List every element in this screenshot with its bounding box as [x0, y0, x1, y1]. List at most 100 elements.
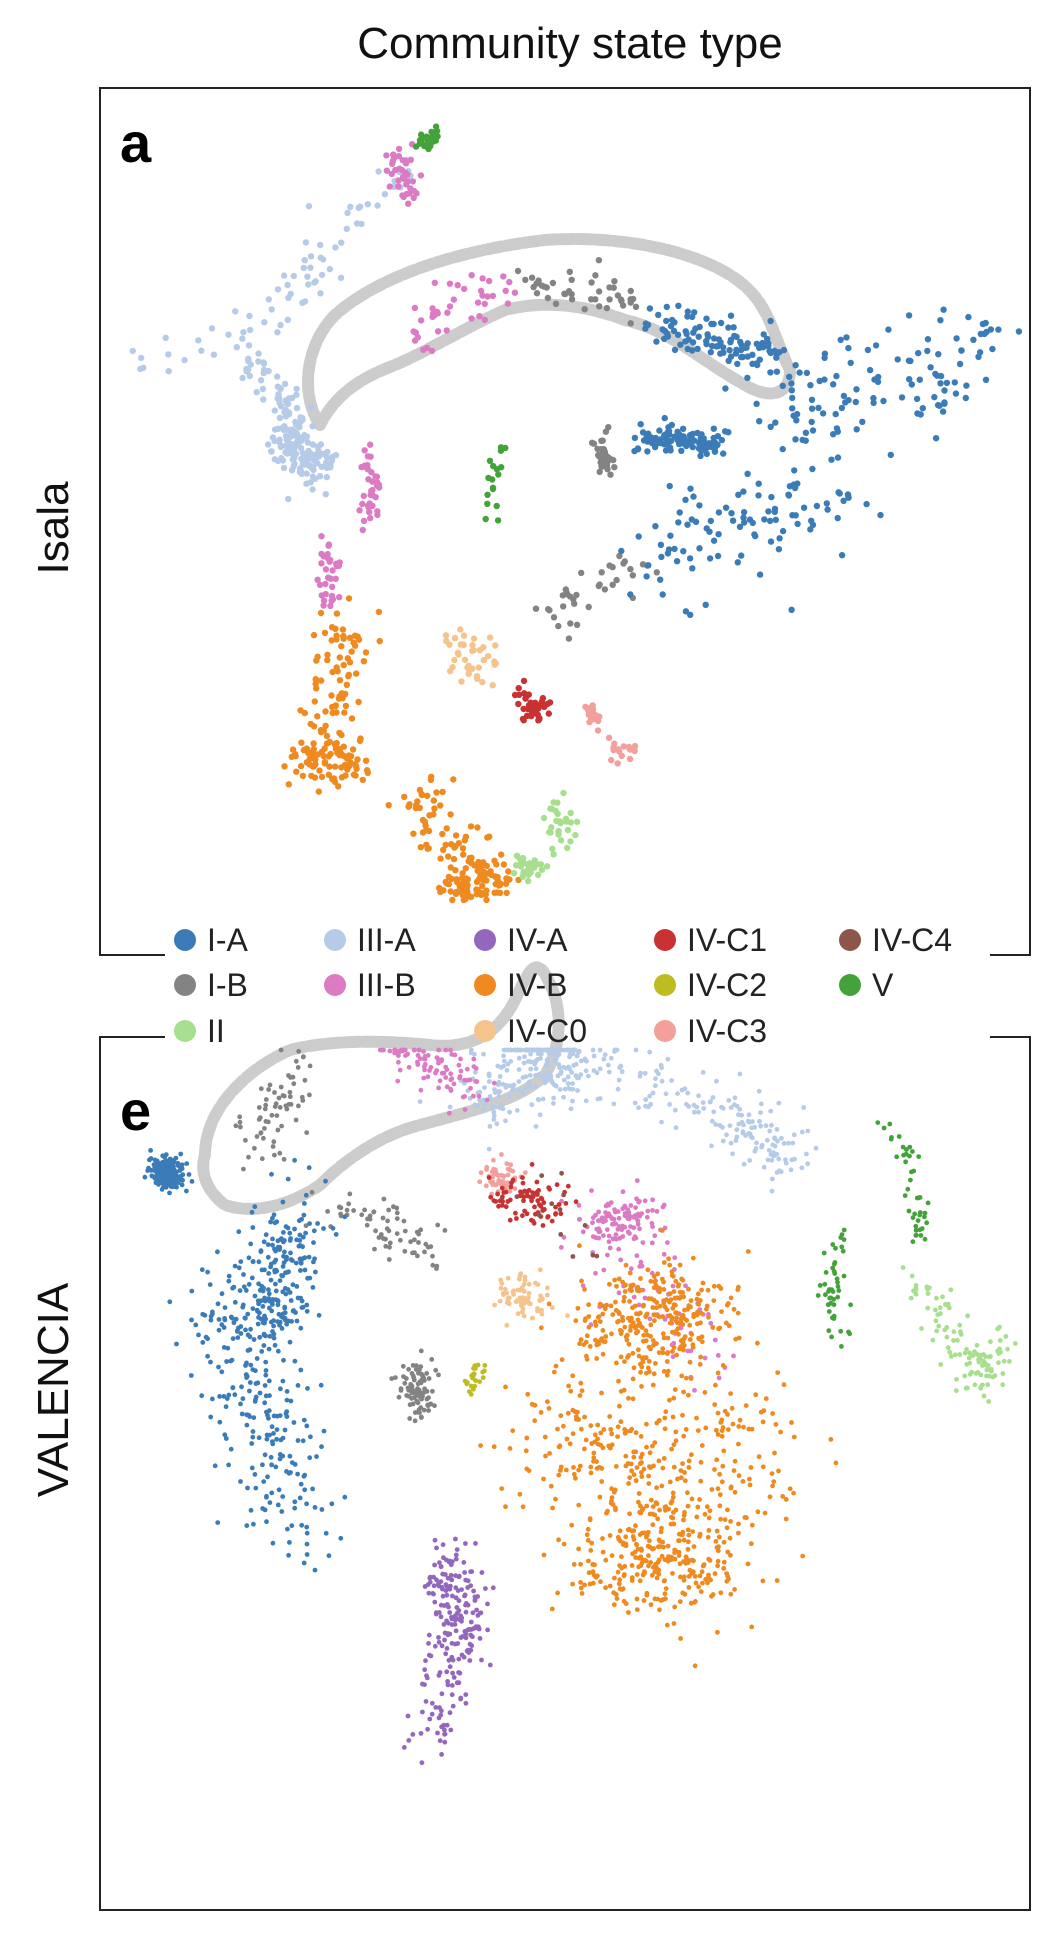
scatter-point-iv-b [450, 776, 457, 783]
scatter-point-iv-b [736, 1530, 741, 1536]
scatter-point-i-a [756, 418, 763, 425]
scatter-point-iii-a [646, 1104, 651, 1110]
scatter-point-iv-b [437, 888, 444, 896]
scatter-point-i-b [256, 1117, 262, 1122]
scatter-point-iv-c3 [508, 1162, 514, 1168]
scatter-point-iii-a [752, 1124, 757, 1130]
scatter-point-ii [1005, 1346, 1010, 1352]
scatter-point-iv-b [630, 1396, 636, 1402]
scatter-point-i-a [271, 1335, 277, 1341]
scatter-point-iv-b [297, 762, 305, 770]
scatter-point-i-a [653, 338, 660, 345]
scatter-point-i-a [658, 553, 665, 561]
scatter-point-iv-b [310, 631, 318, 639]
scatter-point-i-a [268, 1261, 274, 1267]
scatter-point-iv-b [635, 1317, 641, 1323]
scatter-point-i-a [738, 353, 745, 361]
scatter-point-iv-c3 [631, 747, 638, 755]
scatter-point-i-b [426, 1408, 431, 1413]
scatter-point-iv-a [450, 1670, 455, 1676]
scatter-point-iii-a [606, 1062, 611, 1068]
scatter-point-iii-a [274, 329, 281, 336]
scatter-point-iv-b [584, 1532, 590, 1538]
scatter-point-iii-a [521, 1060, 527, 1066]
scatter-point-iv-b [524, 1435, 530, 1441]
scatter-point-iv-b [595, 1315, 601, 1320]
scatter-point-i-b [419, 1396, 424, 1402]
scatter-point-iii-a [491, 1109, 497, 1115]
scatter-point-i-a [154, 1160, 159, 1165]
scatter-point-iii-a [513, 1047, 519, 1053]
scatter-point-i-a [272, 1342, 278, 1348]
scatter-point-iii-a [527, 1073, 533, 1078]
scatter-point-i-a [301, 1473, 307, 1479]
scatter-point-iii-b [603, 1203, 609, 1209]
scatter-point-i-b [296, 1048, 302, 1054]
scatter-point-i-a [680, 548, 687, 555]
scatter-point-i-a [821, 354, 828, 361]
scatter-point-iii-a [555, 1073, 561, 1079]
scatter-point-iv-c0 [537, 1267, 543, 1273]
scatter-point-i-a [263, 1232, 269, 1238]
scatter-point-iv-b [686, 1286, 691, 1292]
scatter-point-iv-b [525, 1391, 531, 1397]
scatter-point-iv-b [491, 889, 498, 896]
scatter-point-i-a [662, 447, 670, 454]
scatter-point-i-a [819, 410, 827, 417]
scatter-point-iv-b [717, 1325, 723, 1331]
scatter-point-iv-a [456, 1608, 462, 1613]
scatter-point-iii-a [240, 329, 247, 336]
scatter-point-i-a [276, 1487, 282, 1493]
scatter-point-iii-b [332, 575, 339, 582]
scatter-point-iii-b [637, 1226, 642, 1232]
scatter-point-i-a [299, 1522, 305, 1528]
scatter-point-iii-a [714, 1078, 719, 1084]
scatter-point-iv-b [672, 1387, 678, 1392]
scatter-point-iv-b [713, 1427, 719, 1433]
scatter-point-iii-a [482, 1085, 487, 1090]
scatter-point-iv-b [445, 853, 452, 860]
scatter-point-i-a [274, 1268, 280, 1274]
scatter-point-iv-b [646, 1359, 652, 1364]
scatter-point-iii-b [448, 1047, 453, 1053]
scatter-point-iv-b [772, 1450, 777, 1456]
scatter-point-v [910, 1215, 916, 1220]
scatter-point-iv-b [745, 1561, 751, 1567]
scatter-point-iv-b [694, 1415, 699, 1421]
scatter-point-iv-a [487, 1662, 493, 1668]
scatter-point-iv-b [597, 1464, 602, 1470]
scatter-point-iv-b [633, 1325, 638, 1331]
scatter-point-iv-b [715, 1563, 720, 1569]
scatter-point-iii-b [448, 1086, 453, 1092]
scatter-point-v [493, 502, 500, 510]
scatter-point-ii [962, 1350, 968, 1356]
scatter-point-iv-a [464, 1648, 470, 1654]
scatter-point-v [896, 1134, 902, 1139]
scatter-point-iii-b [613, 1236, 619, 1242]
scatter-point-iv-c1 [529, 1162, 535, 1167]
scatter-point-iv-b [587, 1516, 593, 1521]
scatter-point-iii-b [417, 1047, 422, 1053]
scatter-point-iii-a [275, 384, 283, 391]
scatter-point-i-a [697, 434, 704, 442]
scatter-point-iv-b [707, 1558, 713, 1563]
scatter-point-iv-b [648, 1465, 653, 1471]
scatter-point-iv-b [310, 740, 317, 747]
scatter-point-iv-c4 [539, 1173, 545, 1178]
scatter-point-i-a [767, 538, 775, 545]
scatter-point-i-a [639, 429, 647, 436]
scatter-point-iv-b [753, 1392, 759, 1398]
scatter-point-iii-a [491, 1117, 497, 1122]
scatter-point-iv-b [770, 1483, 775, 1489]
scatter-point-i-a [725, 324, 732, 331]
scatter-point-i-a [266, 1291, 272, 1297]
scatter-point-iv-c3 [491, 1157, 496, 1163]
scatter-point-iv-b [285, 781, 292, 788]
scatter-point-iv-b [613, 1299, 618, 1305]
scatter-point-iii-b [491, 1080, 497, 1086]
scatter-point-iii-a [791, 1132, 797, 1138]
scatter-point-ii [951, 1329, 957, 1335]
scatter-point-iv-c0 [469, 641, 476, 649]
scatter-point-iv-b [667, 1313, 673, 1318]
scatter-point-i-a [244, 1523, 250, 1528]
